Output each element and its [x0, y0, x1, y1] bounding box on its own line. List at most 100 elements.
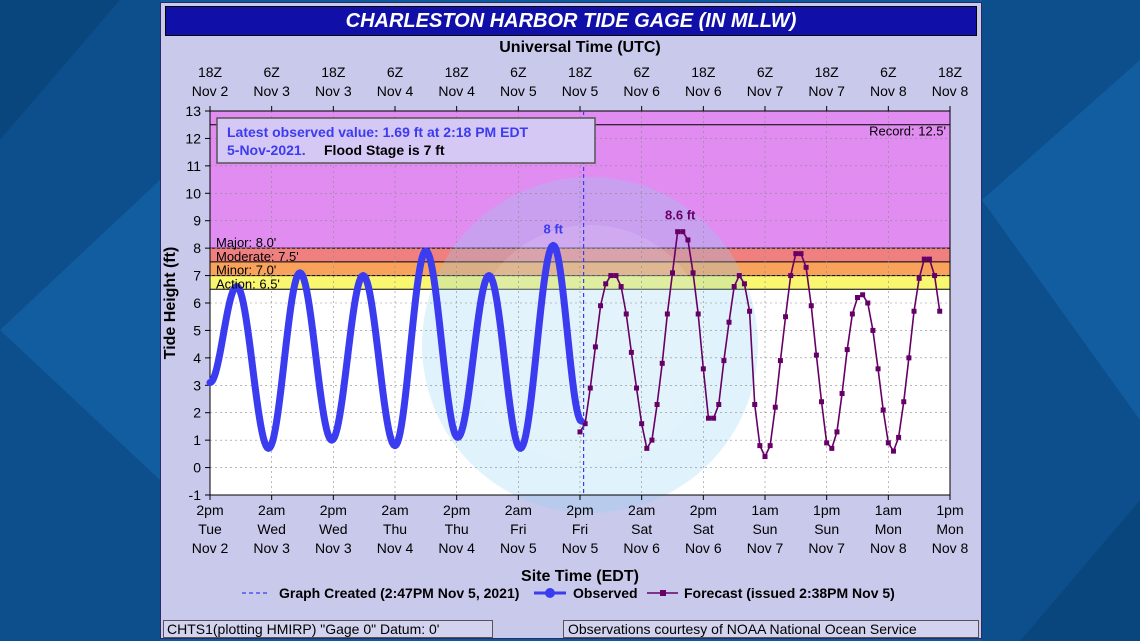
bottom-tick-label-time: 2pm [566, 502, 593, 518]
bottom-tick-label-date: Nov 7 [808, 540, 845, 556]
top-tick-label-time: 6Z [387, 64, 404, 80]
top-tick-label-date: Nov 8 [932, 83, 969, 99]
flood-stage-text: Flood Stage is 7 ft [324, 142, 445, 158]
forecast-point [906, 355, 912, 361]
forecast-point [747, 308, 753, 314]
gage-datum-note: CHTS1(plotting HMIRP) "Gage 0" Datum: 0' [163, 620, 493, 638]
top-tick-label-time: 18Z [691, 64, 716, 80]
y-tick-label: 7 [193, 268, 201, 284]
top-tick-label-time: 6Z [880, 64, 897, 80]
forecast-point [926, 256, 932, 262]
stage-label-major: Major: 8.0' [216, 235, 276, 250]
y-tick-label: 13 [185, 103, 201, 119]
bottom-tick-label-time: 2am [628, 502, 655, 518]
top-tick-label-date: Nov 6 [623, 83, 660, 99]
forecast-point [705, 415, 711, 421]
top-tick-label-time: 18Z [198, 64, 223, 80]
legend-forecast-label: Forecast (issued 2:38PM Nov 5) [684, 585, 895, 601]
forecast-point [839, 391, 845, 397]
forecast-point [885, 440, 891, 446]
top-tick-label-date: Nov 6 [685, 83, 722, 99]
forecast-point [819, 399, 825, 405]
forecast-point [700, 366, 706, 372]
bottom-tick-label-date: Nov 4 [377, 540, 414, 556]
y-tick-label: -1 [189, 487, 202, 503]
forecast-point [860, 292, 866, 298]
y-tick-label: 12 [185, 130, 201, 146]
forecast-point [741, 281, 747, 287]
top-tick-label-date: Nov 3 [315, 83, 352, 99]
forecast-point [577, 429, 583, 435]
top-tick-label-time: 18Z [815, 64, 840, 80]
y-tick-label: 9 [193, 213, 201, 229]
bottom-tick-label-date: Nov 5 [562, 540, 599, 556]
forecast-point [793, 251, 799, 257]
legend-created-label: Graph Created (2:47PM Nov 5, 2021) [279, 585, 519, 601]
forecast-point [654, 401, 660, 407]
forecast-point [680, 229, 686, 235]
forecast-point [608, 273, 614, 279]
bottom-tick-label-day: Sun [814, 521, 839, 537]
y-tick-label: 8 [193, 240, 201, 256]
forecast-point [716, 401, 722, 407]
forecast-point [711, 415, 717, 421]
title-bar: CHARLESTON HARBOR TIDE GAGE (IN MLLW) [165, 6, 977, 36]
top-tick-label-time: 6Z [263, 64, 280, 80]
forecast-point [916, 275, 922, 281]
forecast-point [767, 443, 773, 449]
data-credit-note: Observations courtesy of NOAA National O… [563, 620, 979, 638]
forecast-point [752, 401, 758, 407]
forecast-point [834, 429, 840, 435]
forecast-point [685, 237, 691, 243]
forecast-point [849, 311, 855, 317]
bottom-tick-label-time: 2pm [196, 502, 223, 518]
y-tick-label: 0 [193, 460, 201, 476]
forecast-point [788, 273, 794, 279]
top-axis-title: Universal Time (UTC) [499, 39, 661, 56]
bottom-tick-label-time: 2pm [443, 502, 470, 518]
forecast-point [829, 445, 835, 451]
bottom-tick-label-time: 2pm [320, 502, 347, 518]
bottom-tick-label-date: Nov 8 [932, 540, 969, 556]
bottom-tick-label-day: Wed [257, 521, 286, 537]
forecast-point [618, 284, 624, 290]
forecast-point [808, 303, 814, 309]
bottom-tick-label-day: Wed [319, 521, 348, 537]
top-tick-label-date: Nov 7 [747, 83, 784, 99]
bottom-tick-label-time: 1am [751, 502, 778, 518]
bottom-tick-label-date: Nov 4 [438, 540, 475, 556]
legend: Graph Created (2:47PM Nov 5, 2021) Observ… [242, 585, 895, 601]
top-tick-label-date: Nov 7 [808, 83, 845, 99]
bottom-tick-label-day: Sat [631, 521, 652, 537]
forecast-point [813, 352, 819, 358]
forecast-point [726, 319, 732, 325]
forecast-point [690, 270, 696, 276]
y-tick-label: 3 [193, 377, 201, 393]
bottom-tick-label-day: Tue [198, 521, 222, 537]
forecast-point [644, 445, 650, 451]
stage-label-record: Record: 12.5' [869, 124, 946, 139]
top-tick-label-date: Nov 2 [192, 83, 229, 99]
forecast-point [639, 421, 645, 427]
forecast-point [623, 311, 629, 317]
forecast-point [803, 264, 809, 270]
bottom-tick-label-time: 1pm [813, 502, 840, 518]
top-tick-label-date: Nov 4 [377, 83, 414, 99]
forecast-point [890, 448, 896, 454]
forecast-point [921, 256, 927, 262]
forecast-point [731, 284, 737, 290]
forecast-point [592, 344, 598, 350]
forecast-point [675, 229, 681, 235]
bottom-tick-label-date: Nov 6 [685, 540, 722, 556]
bottom-tick-label-day: Mon [875, 521, 902, 537]
forecast-point [824, 440, 830, 446]
bottom-tick-label-time: 2pm [690, 502, 717, 518]
stage-label-action: Action: 6.5' [216, 276, 280, 291]
bottom-tick-label-time: 2am [505, 502, 532, 518]
bottom-tick-label-day: Thu [445, 521, 469, 537]
bottom-tick-label-date: Nov 5 [500, 540, 537, 556]
top-tick-label-time: 18Z [445, 64, 470, 80]
bottom-tick-label-date: Nov 7 [747, 540, 784, 556]
forecast-point [855, 295, 860, 301]
